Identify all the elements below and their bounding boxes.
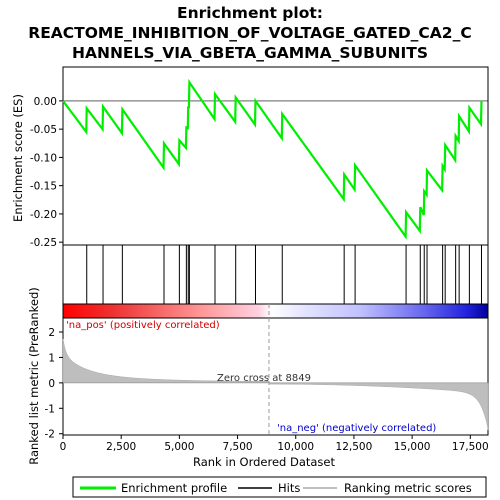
x-tick-label: 0 xyxy=(60,441,67,453)
rank-y-axis-label: Ranked list metric (PreRanked) xyxy=(27,287,41,465)
title-line-3: HANNELS_VIA_GBETA_GAMMA_SUBUNITS xyxy=(72,44,428,62)
rank-plot-frame xyxy=(62,317,489,436)
rank-y-tick-label: 2 xyxy=(48,327,55,339)
zero-cross-label: Zero cross at 8849 xyxy=(217,373,311,384)
hit-markers xyxy=(86,245,482,304)
es-y-tick-label: -0.05 xyxy=(30,124,57,136)
negative-correlation-label: 'na_neg' (negatively correlated) xyxy=(277,423,436,434)
es-plot-frame xyxy=(62,66,489,246)
hits-panel xyxy=(62,244,489,305)
enrichment-profile-line xyxy=(62,78,483,240)
x-tick-label: 15,000 xyxy=(394,441,431,453)
legend: Enrichment profile Hits Ranking metric s… xyxy=(72,476,487,498)
es-y-tick-label: -0.15 xyxy=(30,181,57,193)
ranking-metric-area xyxy=(62,338,489,430)
es-y-tick-label: -0.10 xyxy=(30,152,57,164)
x-tick-label: 12,500 xyxy=(336,441,373,453)
legend-box xyxy=(72,476,487,498)
x-tick-label: 17,500 xyxy=(452,441,489,453)
es-y-tick-label: 0.00 xyxy=(34,96,57,108)
es-y-axis: 0.00 -0.05 -0.10 -0.15 -0.20 -0.25 xyxy=(30,96,63,249)
x-tick-label: 10,000 xyxy=(277,441,314,453)
title-line-1: Enrichment plot: xyxy=(177,4,323,22)
es-y-tick-label: -0.20 xyxy=(30,209,57,221)
x-axis-label: Rank in Ordered Dataset xyxy=(193,455,336,469)
rank-y-tick-label: 1 xyxy=(48,352,55,364)
ranking-color-bar xyxy=(62,303,489,319)
es-y-tick-label: -0.25 xyxy=(30,237,57,249)
enrichment-score-panel: 0.00 -0.05 -0.10 -0.15 -0.20 -0.25 Enrichment… xyxy=(11,66,489,249)
rank-y-tick-label: -1 xyxy=(45,403,55,415)
positive-correlation-label: 'na_pos' (positively correlated) xyxy=(66,320,220,331)
hits-frame xyxy=(62,244,489,305)
title-line-2: REACTOME_INHIBITION_OF_VOLTAGE_GATED_CA2… xyxy=(28,24,471,42)
x-tick-label: 2,500 xyxy=(106,441,136,453)
legend-metric-label: Ranking metric scores xyxy=(344,481,472,495)
x-tick-label: 7,500 xyxy=(223,441,253,453)
ranked-metric-panel: 2 1 0 -1 -2 'na_pos' (positively correlated)… xyxy=(27,287,489,465)
legend-hits-label: Hits xyxy=(278,481,300,495)
legend-profile-label: Enrichment profile xyxy=(121,481,227,495)
es-y-axis-label: Enrichment score (ES) xyxy=(11,94,25,222)
rank-y-tick-label: 0 xyxy=(48,378,55,390)
rank-y-tick-label: -2 xyxy=(45,429,55,441)
rank-y-axis: 2 1 0 -1 -2 xyxy=(45,327,63,441)
x-tick-label: 5,000 xyxy=(164,441,194,453)
chart-title: Enrichment plot: REACTOME_INHIBITION_OF_… xyxy=(28,4,471,62)
x-axis: 0 2,500 5,000 7,500 10,000 12,500 15,000 17,500 xyxy=(60,435,489,453)
